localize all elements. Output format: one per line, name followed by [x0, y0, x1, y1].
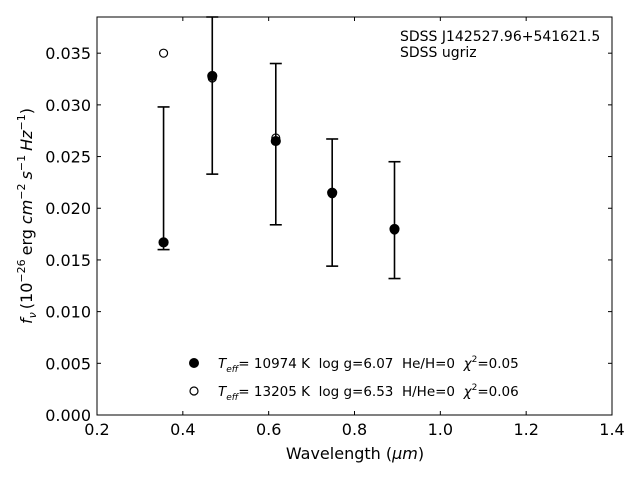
model-point-open	[207, 73, 217, 83]
y-tick-label: 0.035	[45, 44, 91, 63]
legend-marker-filled	[189, 358, 199, 368]
y-tick-label: 0.030	[45, 96, 91, 115]
x-tick-label: 1.4	[599, 420, 624, 439]
x-tick-label: 0.6	[256, 420, 281, 439]
model-point-filled	[270, 135, 281, 147]
legend: Teff= 10974 K log g=6.07 He/H=0 χ2=0.05 …	[189, 355, 519, 403]
legend-entry-1: Teff= 10974 K log g=6.07 He/H=0 χ2=0.05	[218, 355, 519, 375]
annotation-filters: SDSS ugriz	[400, 45, 477, 61]
y-axis-label: fν(10−26ergcm−2s−1Hz−1)	[15, 108, 39, 324]
model-point-open	[158, 48, 169, 58]
model-point-open	[271, 133, 281, 143]
annotation-object: SDSS J142527.96+541621.5	[400, 29, 600, 45]
x-tick-label: 1.0	[428, 420, 453, 439]
x-tick-label: 0.2	[84, 420, 109, 439]
x-tick-label: 1.2	[513, 420, 538, 439]
y-tick-label: 0.015	[45, 251, 91, 270]
y-tick-label: 0.000	[45, 406, 91, 425]
x-tick-label: 0.4	[170, 420, 195, 439]
model-point-filled	[207, 70, 218, 82]
y-tick-label: 0.025	[45, 148, 91, 167]
y-tick-label: 0.020	[45, 199, 91, 218]
legend-marker-open	[189, 386, 199, 396]
x-tick-label: 0.8	[342, 420, 367, 439]
model-point-open	[389, 225, 400, 235]
axis-ticks: 0.2 0.4 0.6 0.8 1.0 1.2 1.4 0.000 0.005 0.010 0.01…	[45, 17, 625, 439]
error-bars	[157, 16, 401, 280]
data-points	[158, 48, 400, 248]
legend-entry-2: Teff= 13205 K log g=6.53 H/He=0 χ2=0.06	[218, 383, 519, 403]
x-axis-label: Wavelength (μm)	[286, 444, 424, 463]
y-tick-label: 0.010	[45, 303, 91, 322]
y-tick-label: 0.005	[45, 354, 91, 373]
model-point-open	[327, 189, 337, 199]
model-point-filled	[158, 237, 169, 248]
